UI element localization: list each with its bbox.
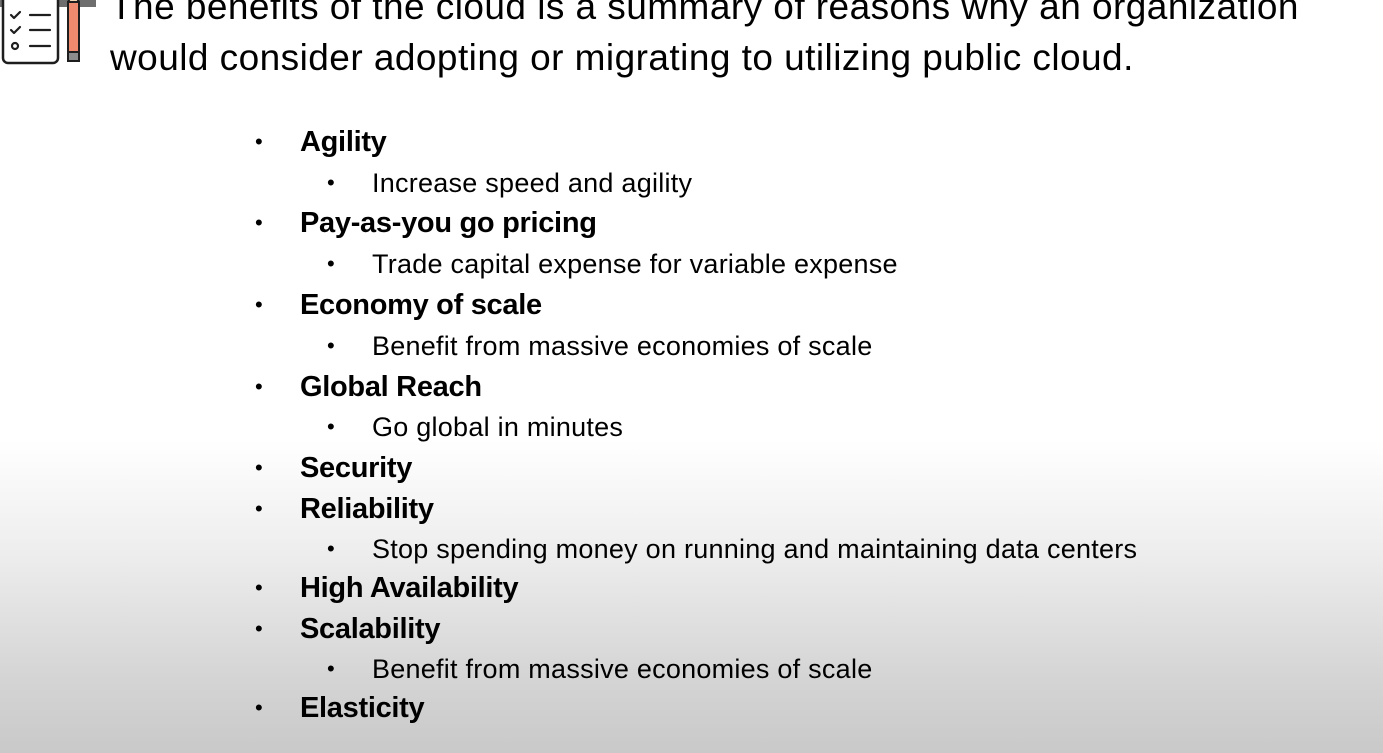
benefit-heading: Agility xyxy=(300,126,387,158)
bullet-icon: • xyxy=(255,292,263,317)
bullet-icon: • xyxy=(255,374,263,399)
benefit-description: Trade capital expense for variable expen… xyxy=(372,249,898,279)
checklist-with-pencil-icon xyxy=(1,0,80,65)
bullet-icon: • xyxy=(255,496,263,521)
benefit-description: Benefit from massive economies of scale xyxy=(372,654,873,684)
benefit-description: Increase speed and agility xyxy=(372,168,693,198)
bullet-icon: • xyxy=(327,656,335,681)
bullet-icon: • xyxy=(327,414,335,439)
benefit-description: Stop spending money on running and maint… xyxy=(372,534,1138,564)
benefit-heading: Reliability xyxy=(300,493,434,525)
intro-line-1: The benefits of the cloud is a summary o… xyxy=(110,0,1299,27)
bullet-icon: • xyxy=(255,210,263,235)
bullet-icon: • xyxy=(327,333,335,358)
bullet-icon: • xyxy=(255,616,263,641)
intro-line-2: would consider adopting or migrating to … xyxy=(110,37,1134,78)
benefit-description: Go global in minutes xyxy=(372,412,624,442)
bullet-icon: • xyxy=(255,455,263,480)
bullet-icon: • xyxy=(255,575,263,600)
benefit-heading: High Availability xyxy=(300,572,519,604)
benefit-heading: Scalability xyxy=(300,613,441,645)
bullet-icon: • xyxy=(327,536,335,561)
bullet-icon: • xyxy=(255,695,263,720)
bullet-icon: • xyxy=(327,251,335,276)
benefit-heading: Global Reach xyxy=(300,371,482,403)
bullet-icon: • xyxy=(255,129,263,154)
benefit-heading: Pay-as-you go pricing xyxy=(300,207,597,239)
benefit-heading: Security xyxy=(300,452,413,484)
bullet-icon: • xyxy=(327,170,335,195)
benefit-description: Benefit from massive economies of scale xyxy=(372,331,873,361)
benefit-heading: Elasticity xyxy=(300,692,425,724)
intro-paragraph: The benefits of the cloud is a summary o… xyxy=(110,0,1380,83)
benefit-heading: Economy of scale xyxy=(300,289,542,321)
